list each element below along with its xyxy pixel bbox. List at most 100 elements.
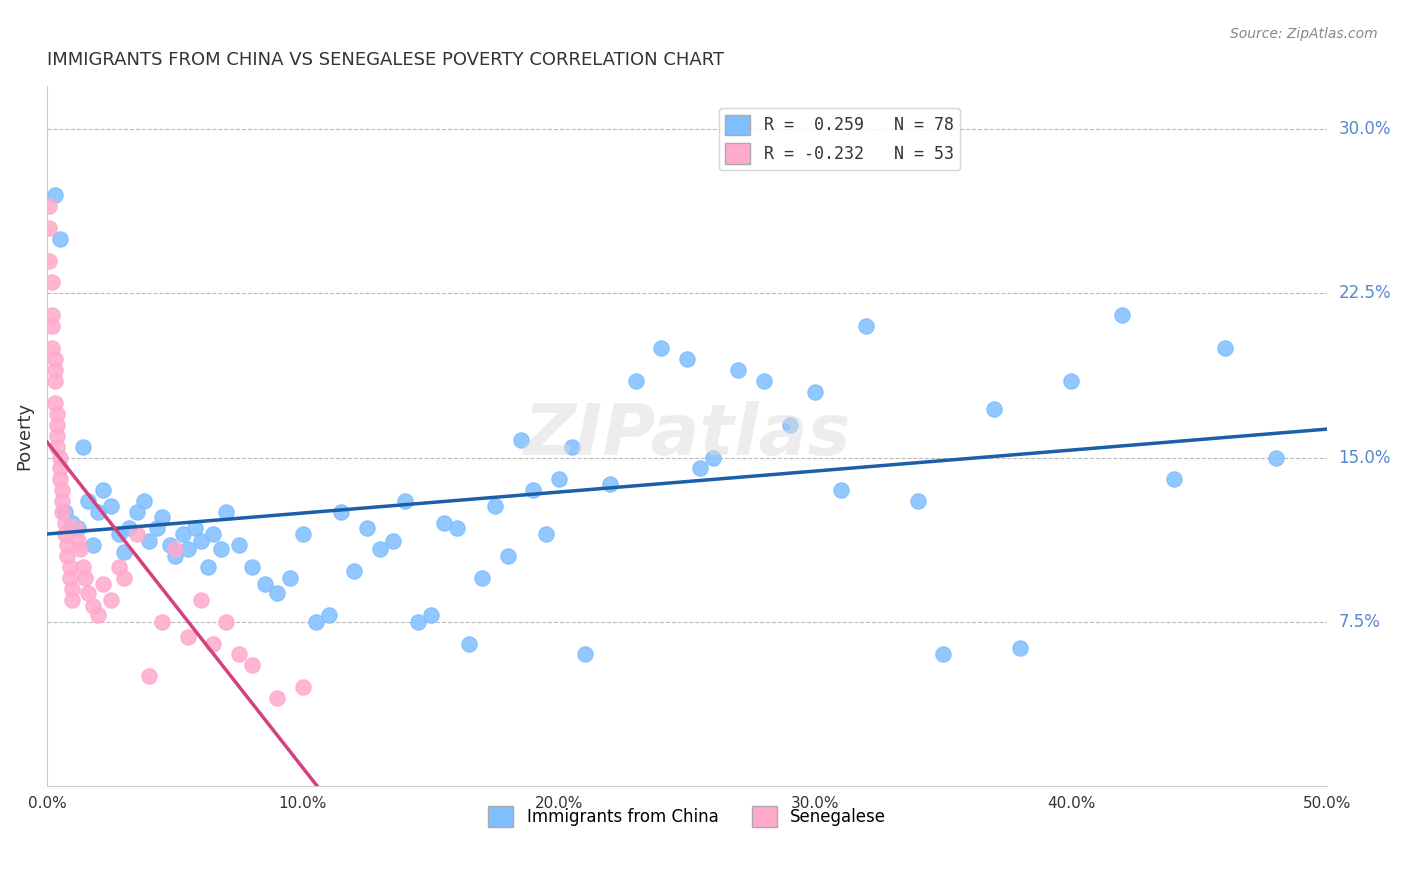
Point bbox=[177, 542, 200, 557]
Point bbox=[63, 520, 86, 534]
Point bbox=[536, 527, 558, 541]
Point bbox=[100, 592, 122, 607]
Point bbox=[433, 516, 456, 531]
Point bbox=[118, 520, 141, 534]
Point bbox=[420, 608, 443, 623]
Point bbox=[53, 505, 76, 519]
Point bbox=[51, 494, 73, 508]
Point bbox=[100, 499, 122, 513]
Point bbox=[38, 199, 60, 213]
Point bbox=[471, 571, 494, 585]
Point bbox=[72, 440, 94, 454]
Point bbox=[599, 476, 621, 491]
Point bbox=[56, 549, 79, 563]
Point bbox=[138, 669, 160, 683]
Point bbox=[107, 527, 129, 541]
Text: ZIPatlas: ZIPatlas bbox=[523, 401, 851, 470]
Point bbox=[112, 571, 135, 585]
Point bbox=[907, 494, 929, 508]
Point bbox=[509, 433, 531, 447]
Point bbox=[44, 374, 66, 388]
Point bbox=[804, 384, 827, 399]
Point bbox=[932, 648, 955, 662]
Point bbox=[830, 483, 852, 498]
Text: 15.0%: 15.0% bbox=[1339, 449, 1391, 467]
Text: 30.0%: 30.0% bbox=[1339, 120, 1391, 138]
Point bbox=[146, 520, 169, 534]
Point bbox=[163, 542, 186, 557]
Point bbox=[44, 396, 66, 410]
Point bbox=[202, 636, 225, 650]
Point bbox=[41, 341, 63, 355]
Point bbox=[82, 599, 104, 614]
Point bbox=[51, 483, 73, 498]
Point bbox=[318, 608, 340, 623]
Point bbox=[266, 586, 288, 600]
Point bbox=[48, 450, 70, 465]
Point bbox=[253, 577, 276, 591]
Point bbox=[727, 363, 749, 377]
Point bbox=[394, 494, 416, 508]
Point bbox=[41, 276, 63, 290]
Point bbox=[689, 461, 711, 475]
Point bbox=[197, 560, 219, 574]
Point bbox=[702, 450, 724, 465]
Point bbox=[190, 592, 212, 607]
Point bbox=[66, 520, 89, 534]
Point bbox=[779, 417, 801, 432]
Point bbox=[112, 544, 135, 558]
Point bbox=[76, 586, 98, 600]
Point bbox=[209, 542, 232, 557]
Point bbox=[752, 374, 775, 388]
Point bbox=[91, 483, 114, 498]
Point bbox=[41, 308, 63, 322]
Point bbox=[676, 352, 699, 367]
Point bbox=[228, 648, 250, 662]
Point bbox=[62, 516, 84, 531]
Point bbox=[381, 533, 404, 548]
Point bbox=[202, 527, 225, 541]
Point bbox=[855, 319, 877, 334]
Point bbox=[75, 571, 97, 585]
Point bbox=[983, 402, 1005, 417]
Point bbox=[343, 565, 366, 579]
Point bbox=[1265, 450, 1288, 465]
Point bbox=[44, 188, 66, 202]
Point bbox=[240, 560, 263, 574]
Point bbox=[59, 571, 82, 585]
Point bbox=[484, 499, 506, 513]
Point bbox=[59, 560, 82, 574]
Point bbox=[266, 691, 288, 706]
Point bbox=[240, 658, 263, 673]
Point bbox=[1008, 640, 1031, 655]
Point bbox=[72, 560, 94, 574]
Point bbox=[650, 341, 672, 355]
Text: 22.5%: 22.5% bbox=[1339, 285, 1391, 302]
Point bbox=[46, 428, 69, 442]
Point bbox=[46, 440, 69, 454]
Point bbox=[46, 417, 69, 432]
Point bbox=[150, 509, 173, 524]
Point bbox=[82, 538, 104, 552]
Text: 7.5%: 7.5% bbox=[1339, 613, 1381, 631]
Point bbox=[163, 549, 186, 563]
Point bbox=[38, 253, 60, 268]
Point bbox=[53, 516, 76, 531]
Point bbox=[522, 483, 544, 498]
Point bbox=[138, 533, 160, 548]
Point bbox=[44, 363, 66, 377]
Point bbox=[228, 538, 250, 552]
Point bbox=[330, 505, 353, 519]
Point bbox=[368, 542, 391, 557]
Point bbox=[91, 577, 114, 591]
Point bbox=[53, 527, 76, 541]
Point bbox=[291, 527, 314, 541]
Point bbox=[125, 505, 148, 519]
Point bbox=[1060, 374, 1083, 388]
Point bbox=[107, 560, 129, 574]
Point bbox=[51, 505, 73, 519]
Point bbox=[215, 505, 238, 519]
Point bbox=[56, 538, 79, 552]
Point bbox=[134, 494, 156, 508]
Point bbox=[496, 549, 519, 563]
